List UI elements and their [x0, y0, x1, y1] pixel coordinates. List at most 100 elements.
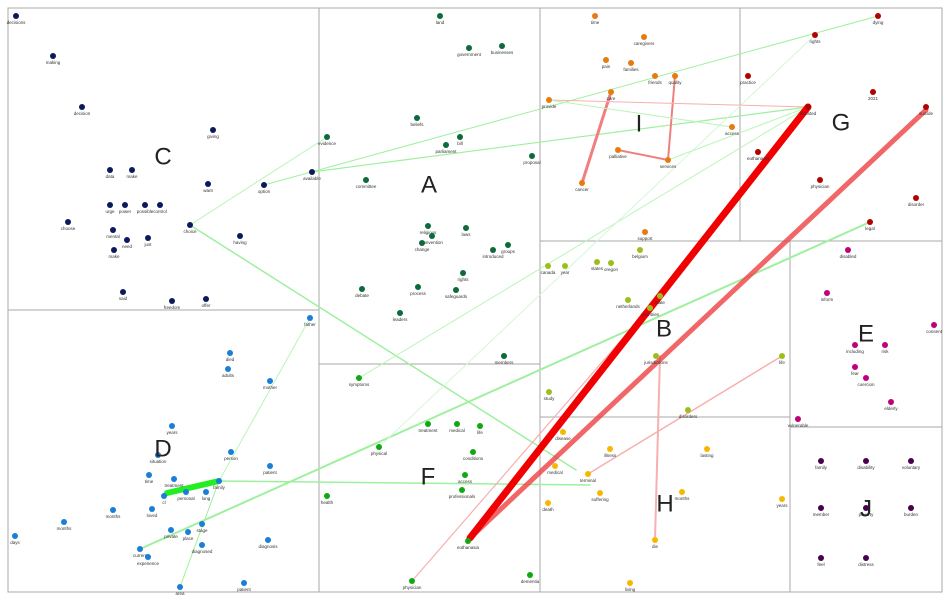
- node: [110, 507, 116, 513]
- node-label: canada: [541, 270, 556, 275]
- node: [818, 555, 824, 561]
- edge: [218, 317, 311, 482]
- node: [65, 219, 71, 225]
- node: [205, 181, 211, 187]
- node-label: years: [776, 503, 788, 508]
- node: [546, 97, 552, 103]
- node: [216, 478, 222, 484]
- node-label: said: [119, 296, 128, 301]
- node-label: lasting: [700, 453, 714, 458]
- node: [454, 421, 460, 427]
- node-label: laws: [461, 232, 471, 237]
- node-label: parliament: [435, 149, 457, 154]
- node-label: convention: [421, 240, 443, 245]
- cluster: symptoms treatment medical life conditions ph…: [321, 375, 540, 590]
- node-label: study: [544, 396, 556, 401]
- node: [642, 229, 648, 235]
- node-label: belgium: [632, 254, 648, 259]
- node-label: leaders: [393, 317, 409, 322]
- node: [704, 446, 710, 452]
- node-label: make: [108, 254, 120, 259]
- node: [157, 202, 163, 208]
- cluster: canada year states oregon belgium netherlands…: [541, 247, 785, 419]
- node: [615, 147, 621, 153]
- node-label: physical: [371, 451, 387, 456]
- node: [652, 537, 658, 543]
- node: [107, 167, 113, 173]
- cluster-letter: F: [421, 463, 436, 490]
- node: [437, 13, 443, 19]
- node-label: living: [625, 587, 636, 592]
- edge: [164, 478, 222, 496]
- node-label: businesses: [491, 50, 514, 55]
- node: [545, 263, 551, 269]
- node-label: debate: [355, 293, 369, 298]
- node-label: professionals: [449, 494, 476, 499]
- node: [309, 169, 315, 175]
- node-label: life: [477, 430, 483, 435]
- node: [505, 242, 511, 248]
- node-label: choose: [61, 226, 76, 231]
- node-label: years: [166, 430, 178, 435]
- node-label: access: [458, 479, 473, 484]
- node-label: rights: [809, 39, 821, 44]
- node-label: elderly: [884, 406, 898, 411]
- node-label: long: [202, 496, 211, 501]
- node-label: current: [133, 553, 148, 558]
- node: [161, 493, 167, 499]
- node: [146, 472, 152, 478]
- node-label: fear: [851, 371, 859, 376]
- node: [237, 233, 243, 239]
- node-label: die: [652, 544, 659, 549]
- node-label: committee: [356, 184, 377, 189]
- node: [425, 223, 431, 229]
- node-label: legal: [865, 226, 875, 231]
- node-label: available: [303, 176, 321, 181]
- node-label: place: [183, 536, 194, 541]
- node-label: change: [415, 247, 430, 252]
- node: [779, 496, 785, 502]
- edge: [378, 34, 816, 448]
- node: [415, 284, 421, 290]
- node: [870, 89, 876, 95]
- node: [852, 364, 858, 370]
- node: [852, 342, 858, 348]
- node-label: government: [457, 52, 482, 57]
- node-label: experience: [137, 561, 160, 566]
- node: [552, 463, 558, 469]
- cluster-letter: E: [858, 320, 874, 347]
- node-label: quality: [668, 80, 682, 85]
- node: [585, 471, 591, 477]
- node: [466, 45, 472, 51]
- node-label: vulnerable: [788, 423, 809, 428]
- node: [824, 290, 830, 296]
- node: [529, 153, 535, 159]
- node: [225, 366, 231, 372]
- node-label: disorders: [679, 414, 698, 419]
- node: [459, 487, 465, 493]
- node-label: decisions: [7, 20, 27, 25]
- node: [560, 429, 566, 435]
- node-label: practice: [740, 80, 756, 85]
- node: [888, 399, 894, 405]
- node-label: member: [813, 512, 830, 517]
- node: [653, 353, 659, 359]
- node: [12, 533, 18, 539]
- node: [267, 378, 273, 384]
- node-label: make: [126, 174, 138, 179]
- node-label: choice: [183, 229, 197, 234]
- nodes: land government businesses beliefs billparli…: [7, 13, 943, 596]
- edge: [466, 103, 812, 542]
- node: [499, 43, 505, 49]
- cluster-letter: C: [154, 143, 171, 170]
- cluster-letter: A: [421, 171, 437, 198]
- node: [527, 572, 533, 578]
- cluster: land government businesses beliefs billparli…: [318, 13, 541, 365]
- node-label: data: [106, 174, 115, 179]
- node-label: diagnosed: [192, 549, 213, 554]
- node-label: illness: [604, 453, 617, 458]
- node-label: stage: [196, 528, 208, 533]
- node: [324, 493, 330, 499]
- node-label: days: [10, 540, 20, 545]
- node-label: inform: [821, 297, 834, 302]
